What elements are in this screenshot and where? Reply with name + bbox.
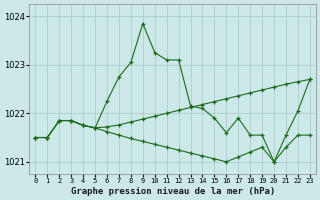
X-axis label: Graphe pression niveau de la mer (hPa): Graphe pression niveau de la mer (hPa) bbox=[70, 187, 275, 196]
